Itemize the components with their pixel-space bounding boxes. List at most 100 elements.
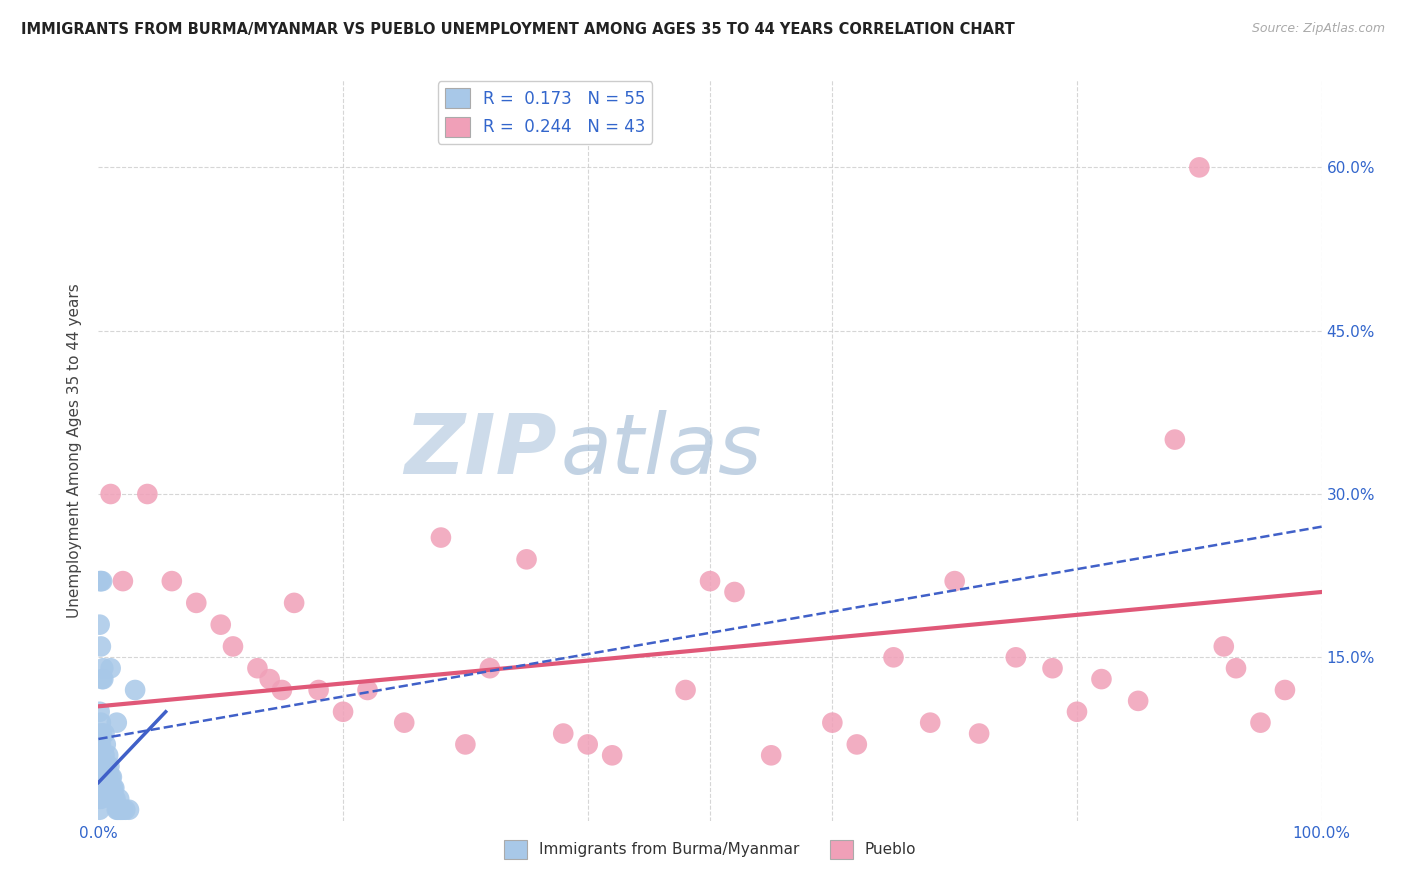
Point bbox=[90, 770, 112, 784]
Point bbox=[1212, 640, 1234, 654]
Point bbox=[97, 748, 120, 763]
Point bbox=[89, 705, 111, 719]
Point bbox=[283, 596, 305, 610]
Point bbox=[111, 803, 134, 817]
Point bbox=[100, 661, 122, 675]
Point bbox=[89, 803, 111, 817]
Point bbox=[91, 726, 114, 740]
Point bbox=[920, 715, 942, 730]
Point bbox=[356, 683, 378, 698]
Point bbox=[478, 661, 501, 675]
Point bbox=[1188, 161, 1211, 175]
Point bbox=[89, 780, 111, 795]
Point bbox=[91, 574, 114, 588]
Point bbox=[308, 683, 330, 698]
Point bbox=[332, 705, 354, 719]
Point bbox=[89, 726, 111, 740]
Point bbox=[90, 792, 112, 806]
Text: atlas: atlas bbox=[561, 410, 762, 491]
Point bbox=[89, 792, 111, 806]
Point bbox=[96, 770, 118, 784]
Point bbox=[89, 738, 111, 752]
Legend: Immigrants from Burma/Myanmar, Pueblo: Immigrants from Burma/Myanmar, Pueblo bbox=[498, 834, 922, 865]
Point bbox=[246, 661, 269, 675]
Point bbox=[454, 738, 477, 752]
Point bbox=[93, 748, 115, 763]
Point bbox=[111, 803, 134, 817]
Point bbox=[98, 759, 121, 773]
Y-axis label: Unemployment Among Ages 35 to 44 years: Unemployment Among Ages 35 to 44 years bbox=[67, 283, 83, 618]
Point bbox=[104, 792, 127, 806]
Point bbox=[675, 683, 697, 698]
Point bbox=[1274, 683, 1296, 698]
Point bbox=[89, 617, 111, 632]
Point bbox=[91, 661, 114, 675]
Point bbox=[1249, 715, 1271, 730]
Point bbox=[576, 738, 599, 752]
Point bbox=[1164, 433, 1187, 447]
Point bbox=[90, 715, 112, 730]
Point bbox=[89, 759, 111, 773]
Point bbox=[90, 640, 112, 654]
Point bbox=[259, 672, 281, 686]
Point bbox=[118, 803, 141, 817]
Point bbox=[186, 596, 208, 610]
Point bbox=[89, 574, 111, 588]
Point bbox=[1066, 705, 1088, 719]
Point bbox=[136, 487, 159, 501]
Point bbox=[699, 574, 721, 588]
Point bbox=[100, 780, 122, 795]
Point bbox=[270, 683, 294, 698]
Point bbox=[108, 803, 131, 817]
Point bbox=[1128, 694, 1150, 708]
Point bbox=[103, 792, 125, 806]
Point bbox=[553, 726, 575, 740]
Point bbox=[222, 640, 245, 654]
Point bbox=[515, 552, 537, 566]
Point bbox=[105, 803, 128, 817]
Point bbox=[98, 780, 121, 795]
Point bbox=[103, 780, 125, 795]
Point bbox=[1042, 661, 1064, 675]
Point bbox=[108, 792, 131, 806]
Point bbox=[209, 617, 232, 632]
Point bbox=[89, 748, 111, 763]
Point bbox=[101, 792, 124, 806]
Point bbox=[111, 574, 134, 588]
Point bbox=[761, 748, 783, 763]
Point bbox=[91, 672, 114, 686]
Text: Source: ZipAtlas.com: Source: ZipAtlas.com bbox=[1251, 22, 1385, 36]
Point bbox=[100, 770, 122, 784]
Text: ZIP: ZIP bbox=[405, 410, 557, 491]
Point bbox=[90, 738, 112, 752]
Point bbox=[821, 715, 844, 730]
Text: IMMIGRANTS FROM BURMA/MYANMAR VS PUEBLO UNEMPLOYMENT AMONG AGES 35 TO 44 YEARS C: IMMIGRANTS FROM BURMA/MYANMAR VS PUEBLO … bbox=[21, 22, 1015, 37]
Point bbox=[110, 803, 132, 817]
Point bbox=[90, 574, 112, 588]
Point bbox=[97, 770, 120, 784]
Point bbox=[845, 738, 868, 752]
Point bbox=[967, 726, 990, 740]
Point bbox=[883, 650, 905, 665]
Point bbox=[124, 683, 146, 698]
Point bbox=[89, 770, 111, 784]
Point bbox=[93, 726, 115, 740]
Point bbox=[101, 792, 124, 806]
Point bbox=[100, 487, 122, 501]
Point bbox=[943, 574, 966, 588]
Point bbox=[101, 770, 124, 784]
Point bbox=[101, 780, 124, 795]
Point bbox=[1004, 650, 1026, 665]
Point bbox=[114, 803, 136, 817]
Point bbox=[90, 780, 112, 795]
Point bbox=[96, 759, 118, 773]
Point bbox=[723, 585, 745, 599]
Point bbox=[91, 672, 114, 686]
Point bbox=[105, 715, 128, 730]
Point bbox=[1090, 672, 1112, 686]
Point bbox=[94, 759, 117, 773]
Point bbox=[90, 759, 112, 773]
Point bbox=[600, 748, 623, 763]
Point bbox=[1225, 661, 1247, 675]
Point bbox=[94, 738, 117, 752]
